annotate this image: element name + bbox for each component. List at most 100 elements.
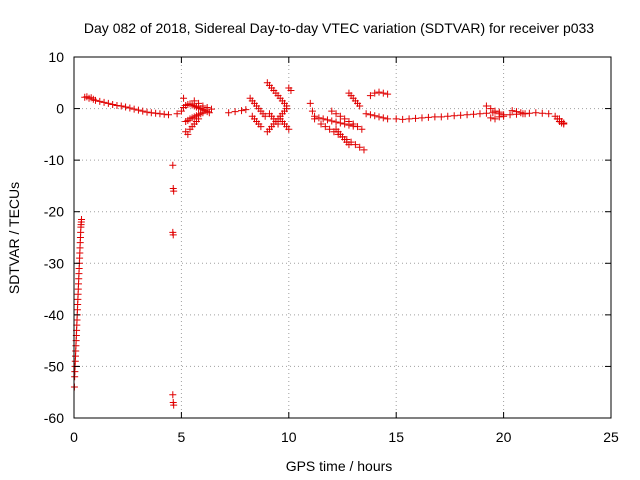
y-tick-label: -60 — [44, 410, 64, 426]
data-point — [379, 114, 387, 122]
data-point — [412, 114, 420, 122]
data-point — [560, 120, 568, 128]
data-point — [457, 111, 465, 119]
data-point — [512, 108, 520, 116]
data-point — [366, 111, 374, 119]
data-point — [508, 107, 516, 115]
data-point — [444, 112, 452, 120]
data-point — [328, 107, 336, 115]
data-point — [130, 105, 138, 113]
y-tick-label: -40 — [44, 307, 64, 323]
data-point — [482, 109, 490, 117]
data-point — [384, 115, 392, 123]
data-point — [470, 110, 478, 118]
data-point — [207, 105, 215, 113]
x-axis-label: GPS time / hours — [286, 458, 393, 474]
data-point — [170, 187, 178, 195]
data-point — [345, 141, 353, 149]
data-point — [326, 125, 334, 133]
data-points — [70, 79, 568, 409]
y-tick-label: -20 — [44, 204, 64, 220]
data-point — [184, 130, 192, 138]
data-point — [274, 120, 282, 128]
data-point — [375, 88, 383, 96]
data-point — [476, 110, 484, 118]
x-tick-label: 10 — [281, 429, 297, 445]
data-point — [285, 125, 293, 133]
data-point — [487, 105, 495, 113]
y-tick-label: 10 — [48, 49, 64, 65]
data-point — [195, 99, 203, 107]
data-point — [311, 112, 319, 120]
data-point — [315, 114, 323, 122]
data-point — [78, 215, 86, 223]
data-point — [177, 107, 185, 115]
data-point — [287, 87, 295, 95]
y-axis-label: SDTVAR / TECUs — [6, 182, 22, 294]
data-point — [180, 94, 188, 102]
data-point — [351, 141, 359, 149]
data-point — [160, 110, 168, 118]
data-point — [169, 231, 177, 239]
plot-frame — [73, 56, 612, 419]
data-point — [341, 115, 349, 123]
data-point — [450, 112, 458, 120]
x-tick-label: 15 — [388, 429, 404, 445]
data-point — [156, 110, 164, 118]
data-point — [104, 99, 112, 107]
data-point — [91, 96, 99, 104]
data-point — [190, 97, 198, 105]
data-point — [482, 102, 490, 110]
data-point — [384, 90, 392, 98]
y-tick-label: -50 — [44, 358, 64, 374]
data-point — [321, 123, 329, 131]
data-point — [231, 108, 239, 116]
data-point — [195, 115, 203, 123]
chart-title: Day 082 of 2018, Sidereal Day-to-day VTE… — [84, 20, 594, 36]
data-point — [356, 102, 364, 110]
data-point — [100, 98, 108, 106]
data-point — [336, 112, 344, 120]
data-point — [379, 89, 387, 97]
data-point — [495, 113, 503, 121]
data-point — [360, 146, 368, 154]
data-point — [122, 103, 130, 111]
data-point — [332, 118, 340, 126]
y-tick-label: 0 — [56, 101, 64, 117]
data-point — [205, 109, 213, 117]
data-point — [169, 161, 177, 169]
data-point — [257, 123, 265, 131]
data-point — [96, 97, 104, 105]
x-tick-label: 20 — [496, 429, 512, 445]
axis-ticks: 0 5 10 15 20 25 10 0 -10 -20 -30 -40 -50 -60 — [44, 49, 619, 445]
data-point — [354, 123, 362, 131]
data-point — [521, 110, 529, 118]
data-point — [143, 108, 151, 116]
data-point — [126, 104, 134, 112]
data-point — [491, 107, 499, 115]
data-point — [319, 115, 327, 123]
data-point — [165, 111, 173, 119]
data-point — [147, 109, 155, 117]
data-point — [308, 107, 316, 115]
y-tick-label: -30 — [44, 255, 64, 271]
data-point — [152, 109, 160, 117]
y-tick-label: -10 — [44, 152, 64, 168]
data-point — [169, 391, 177, 399]
data-point — [242, 106, 250, 114]
data-point — [199, 102, 207, 110]
data-point — [345, 117, 353, 125]
data-point — [500, 111, 508, 119]
data-point — [199, 109, 207, 117]
data-point — [225, 109, 233, 117]
data-point — [437, 113, 445, 121]
data-point — [170, 401, 178, 409]
data-point — [238, 107, 246, 115]
data-point — [323, 116, 331, 124]
data-point — [139, 107, 147, 115]
data-point — [366, 92, 374, 100]
data-point — [283, 105, 291, 113]
data-point — [399, 115, 407, 123]
x-tick-label: 5 — [178, 429, 186, 445]
